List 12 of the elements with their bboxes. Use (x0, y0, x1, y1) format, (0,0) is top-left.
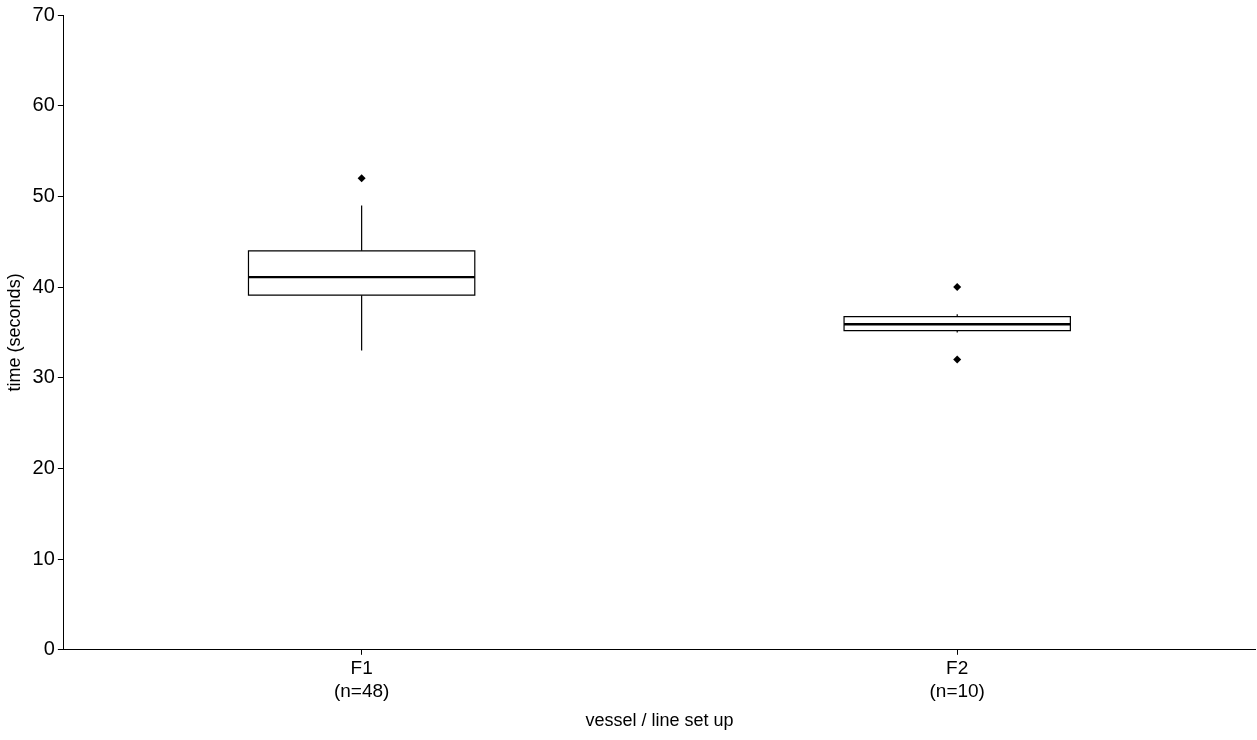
y-tick-label: 20 (32, 455, 55, 478)
x-tick-label: F1 (n=48) (333, 657, 390, 702)
x-tick-label: F2 (n=10) (929, 657, 985, 702)
y-tick-label: 40 (32, 274, 55, 297)
y-tick-label: 60 (32, 93, 55, 116)
y-tick-label: 50 (32, 183, 55, 206)
x-axis-title: vessel / line set up (585, 710, 734, 731)
y-tick-label: 0 (43, 637, 55, 660)
y-tick-label: 30 (32, 365, 55, 388)
y-axis-title: time (seconds) (3, 273, 24, 392)
y-tick-label: 70 (32, 2, 55, 25)
y-tick-label: 10 (32, 546, 55, 569)
